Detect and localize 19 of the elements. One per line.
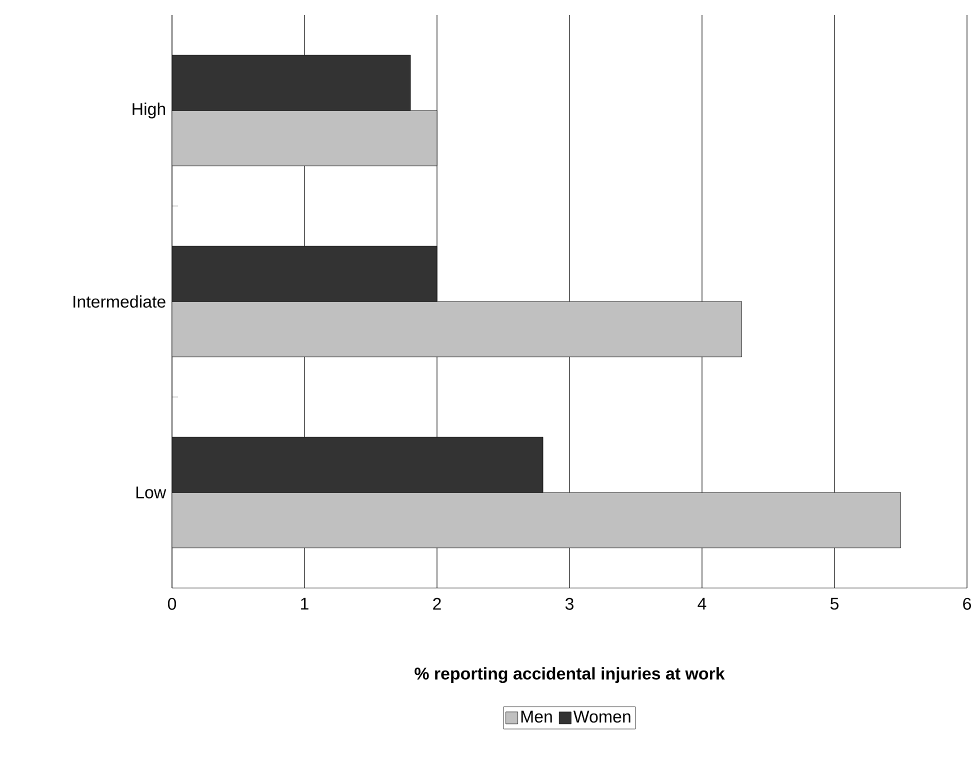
x-axis-title: % reporting accidental injuries at work: [414, 667, 725, 684]
y-tick-label: High: [132, 102, 166, 118]
x-tick-label: 3: [565, 598, 574, 610]
bar: [172, 436, 544, 493]
bar: [172, 54, 411, 111]
x-tick-label: 1: [301, 598, 308, 610]
x-tick-label: 6: [963, 598, 971, 610]
legend-label: Women: [573, 710, 630, 723]
bar: [172, 246, 438, 302]
x-tick-label: 2: [433, 598, 441, 610]
y-tick-label: Intermediate: [74, 295, 166, 308]
bar: [172, 110, 438, 166]
bar: [172, 492, 901, 548]
x-tick-label: 5: [830, 598, 838, 610]
legend-label: Men: [521, 710, 552, 723]
x-tick-label: 0: [168, 598, 176, 610]
bar: [172, 301, 742, 358]
y-tick-label: Low: [136, 486, 166, 498]
x-tick-label: 4: [698, 598, 706, 610]
